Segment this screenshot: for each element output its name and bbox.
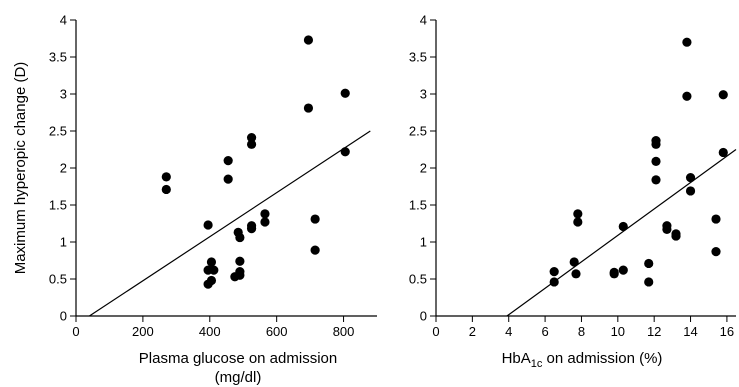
glucose-y-tick-label: 1.5 [49,198,67,213]
hba1c-data-point [644,258,654,269]
glucose-data-point [206,275,217,286]
glucose-scatter-chart: 0 0.5 1 1.5 2 2.5 3 3.5 4 0 200 400 600 800 Maximum h… [12,13,377,386]
hba1c-x-tick-label: 16 [720,324,734,339]
glucose-data-point [310,214,320,224]
glucose-x-tick-label: 400 [199,324,221,339]
hba1c-x-axis-title: HbA1c on admission (%) [502,350,663,370]
glucose-y-tick-label: 4 [60,13,67,28]
glucose-y-tick-label: 1 [60,235,67,250]
hba1c-data-point [651,139,661,149]
hba1c-data-point [685,173,696,183]
hba1c-fit-line-group [506,149,737,317]
hba1c-label-rest: on admission (%) [542,350,662,367]
glucose-data-point [246,133,257,143]
glucose-data-point [223,174,233,184]
hba1c-data-point [718,147,728,158]
glucose-x-tick-label: 0 [72,324,79,339]
glucose-data-point [206,257,217,267]
hba1c-x-tick-label: 10 [611,324,625,339]
hba1c-label-main: HbA [502,350,531,367]
hba1c-y-tick-label: 1 [420,235,427,250]
hba1c-y-tick-label: 4 [420,13,427,28]
glucose-data-point [161,172,171,182]
hba1c-data-point [682,91,692,101]
glucose-data-point [161,184,171,195]
glucose-fit-line-group [89,130,371,317]
hba1c-data-point [573,217,583,227]
hba1c-y-tick-label: 0 [420,309,427,324]
glucose-data-point [223,156,233,166]
glucose-x-axis-title-line1: Plasma glucose on admission [139,350,337,367]
hba1c-x-tick-label: 8 [578,324,585,339]
hba1c-x-tick-label: 6 [541,324,548,339]
hba1c-x-tick-label: 0 [432,324,439,339]
hba1c-y-tick-label: 0.5 [409,272,427,287]
hba1c-label-subscript: 1c [531,358,543,370]
hba1c-x-tick-label: 4 [505,324,512,339]
hba1c-data-point [651,175,661,185]
glucose-y-axis-title: Maximum hyperopic change (D) [12,62,29,275]
glucose-data-point [303,103,314,113]
glucose-y-tick-label: 3.5 [49,50,67,65]
hba1c-data-point [571,269,581,279]
glucose-data-point [260,217,270,227]
hba1c-axes [435,20,736,317]
glucose-data-point [310,245,320,255]
glucose-axes [75,20,377,317]
hba1c-data-point [644,277,654,287]
glucose-data-point [246,139,257,149]
glucose-x-tick-label: 800 [333,324,355,339]
hba1c-data-point [618,221,628,232]
hba1c-data-point [711,214,721,224]
glucose-data-point [209,265,219,275]
glucose-data-point [246,224,257,234]
hba1c-data-point [609,269,619,279]
glucose-x-tick-label: 600 [266,324,288,339]
hba1c-data-point [685,186,696,196]
glucose-y-tick-label: 2 [60,161,67,176]
glucose-data-point [203,220,213,230]
glucose-data-point [235,270,245,280]
glucose-data-point [235,232,245,243]
hba1c-x-tick-label: 2 [469,324,476,339]
hba1c-y-tick-label: 1.5 [409,198,427,213]
glucose-data-point [235,256,245,266]
hba1c-ticks: 0 0.5 1 1.5 2 2.5 3 3.5 4 0 2 4 6 8 10 12 14 16 [409,13,734,340]
glucose-data-point [260,209,270,219]
glucose-data-point [340,88,350,98]
glucose-x-axis-title-line2: (mg/dl) [215,369,262,386]
hba1c-data-point [682,37,692,47]
glucose-y-tick-label: 3 [60,87,67,102]
hba1c-y-tick-label: 2 [420,161,427,176]
hba1c-points [549,37,728,287]
glucose-x-tick-label: 200 [132,324,154,339]
glucose-data-point [303,35,314,45]
hba1c-data-point [711,247,721,257]
hba1c-data-point [573,209,583,219]
glucose-fit-line [89,130,371,317]
hba1c-data-point [662,224,672,235]
glucose-y-tick-label: 0.5 [49,272,67,287]
hba1c-data-point [651,156,661,166]
hba1c-data-point [671,231,681,241]
hba1c-y-tick-label: 3 [420,87,427,102]
hba1c-data-point [618,265,628,275]
hba1c-data-point [569,257,579,267]
glucose-y-tick-label: 0 [60,309,67,324]
glucose-y-tick-label: 2.5 [49,124,67,139]
hba1c-fit-line [506,149,737,317]
hba1c-x-tick-label: 14 [683,324,697,339]
hba1c-y-tick-label: 3.5 [409,50,427,65]
hba1c-data-point [718,90,728,100]
hba1c-data-point [549,267,559,277]
glucose-points [161,35,350,289]
hba1c-y-tick-label: 2.5 [409,124,427,139]
hba1c-scatter-chart: 0 0.5 1 1.5 2 2.5 3 3.5 4 0 2 4 6 8 10 12 14 16 HbA1c on … [409,13,737,370]
glucose-data-point [340,147,350,157]
hba1c-x-tick-label: 12 [647,324,661,339]
glucose-ticks: 0 0.5 1 1.5 2 2.5 3 3.5 4 0 200 400 600 800 [49,13,354,340]
